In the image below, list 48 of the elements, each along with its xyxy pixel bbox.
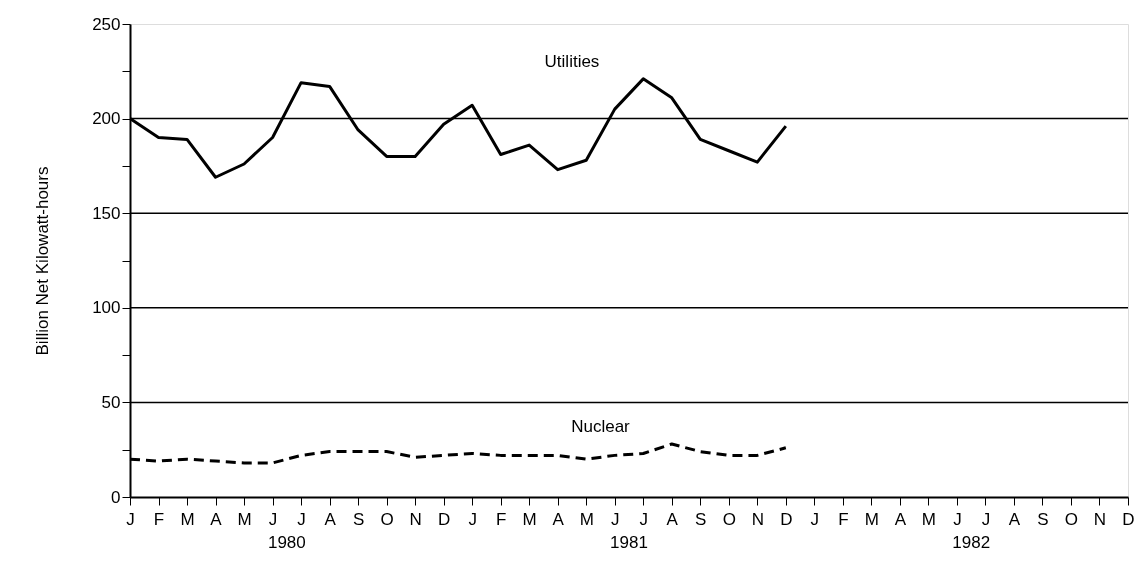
x-tick-label: N (1093, 509, 1107, 529)
x-tick-label: J (610, 509, 620, 529)
x-tick-label: A (324, 509, 337, 529)
text: 1980 (267, 533, 306, 552)
x-tick-label: S (352, 509, 365, 529)
x-tick-label: A (210, 509, 223, 529)
y-tick-label: 200 (92, 109, 121, 129)
y-tick-label: 50 (101, 392, 121, 412)
x-tick-label: N (409, 509, 422, 529)
x-tick-label: J (297, 509, 306, 529)
y-tick-label: 250 (92, 14, 121, 34)
x-tick-label: O (380, 509, 394, 529)
series-label: Nuclear (571, 417, 631, 437)
x-tick-label: M (237, 509, 252, 529)
x-tick-label: M (579, 509, 594, 529)
x-tick-label: O (722, 509, 736, 529)
x-tick-label: F (153, 509, 165, 529)
x-tick-label: F (495, 509, 507, 529)
x-tick-label: N (751, 509, 764, 529)
text: 1981 (610, 533, 648, 552)
x-tick-label: J (639, 509, 649, 529)
y-axis-title: Billion Net Kilowatt-hours (33, 166, 53, 356)
y-tick-label: 150 (92, 203, 121, 223)
x-tick-label: A (894, 509, 907, 529)
text: Utilities (544, 51, 600, 71)
x-tick-label: J (468, 509, 477, 529)
x-tick-label: D (438, 509, 451, 529)
text: 1982 (952, 533, 991, 552)
x-tick-label: A (552, 509, 565, 529)
x-tick-label: S (695, 509, 707, 529)
x-tick-label: A (1008, 509, 1021, 529)
x-tick-label: A (666, 509, 679, 529)
x-tick-label: S (1037, 509, 1049, 529)
x-tick-label: J (126, 509, 135, 529)
y-tick-label: 100 (92, 298, 121, 318)
x-tick-label: J (268, 509, 278, 529)
x-tick-label: J (810, 509, 820, 529)
x-tick-label: D (1122, 509, 1135, 529)
x-tick-label: M (180, 509, 195, 529)
x-tick-label: O (1064, 509, 1079, 529)
x-tick-label: J (981, 509, 991, 529)
x-tick-label: F (838, 509, 849, 529)
x-tick-label: M (864, 509, 879, 529)
x-tick-label: J (953, 509, 962, 529)
x-tick-label: M (522, 509, 537, 529)
x-tick-label: D (780, 509, 793, 529)
x-tick-label: M (921, 509, 936, 529)
y-tick-label: 0 (111, 487, 121, 507)
